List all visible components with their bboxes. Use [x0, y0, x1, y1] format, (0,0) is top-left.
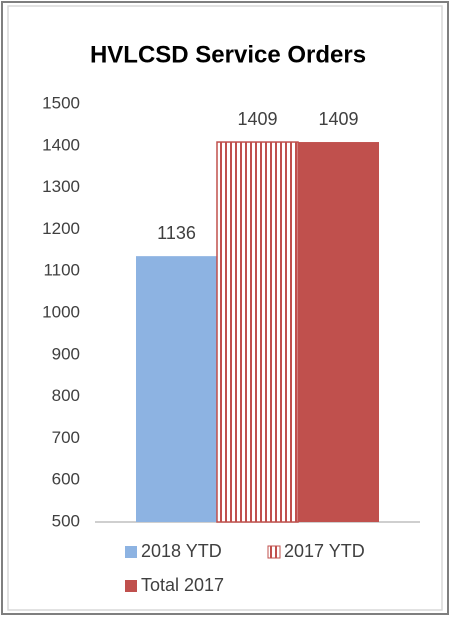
legend-label: Total 2017 — [141, 575, 224, 595]
legend-swatch — [125, 546, 137, 558]
y-tick-label: 900 — [52, 344, 80, 363]
y-tick-label: 500 — [52, 511, 80, 530]
legend-swatch — [125, 580, 137, 592]
chart-title: HVLCSD Service Orders — [90, 41, 366, 68]
bar — [216, 141, 299, 523]
y-tick-label: 800 — [52, 386, 80, 405]
data-label: 1136 — [157, 223, 196, 243]
y-tick-label: 1100 — [43, 261, 80, 280]
y-tick-label: 1500 — [42, 93, 80, 112]
data-label: 1409 — [318, 109, 358, 129]
legend-swatch — [267, 545, 281, 559]
legend-label: 2017 YTD — [284, 541, 365, 561]
y-tick-label: 1000 — [42, 302, 80, 321]
legend-label: 2018 YTD — [141, 541, 222, 561]
y-tick-label: 1200 — [42, 219, 80, 238]
y-tick-label: 600 — [52, 470, 80, 489]
bar — [136, 256, 217, 522]
data-label: 1409 — [237, 109, 277, 129]
bar — [298, 142, 379, 522]
y-tick-label: 1300 — [42, 177, 80, 196]
y-tick-label: 1400 — [42, 135, 80, 154]
y-tick-label: 700 — [52, 428, 80, 447]
